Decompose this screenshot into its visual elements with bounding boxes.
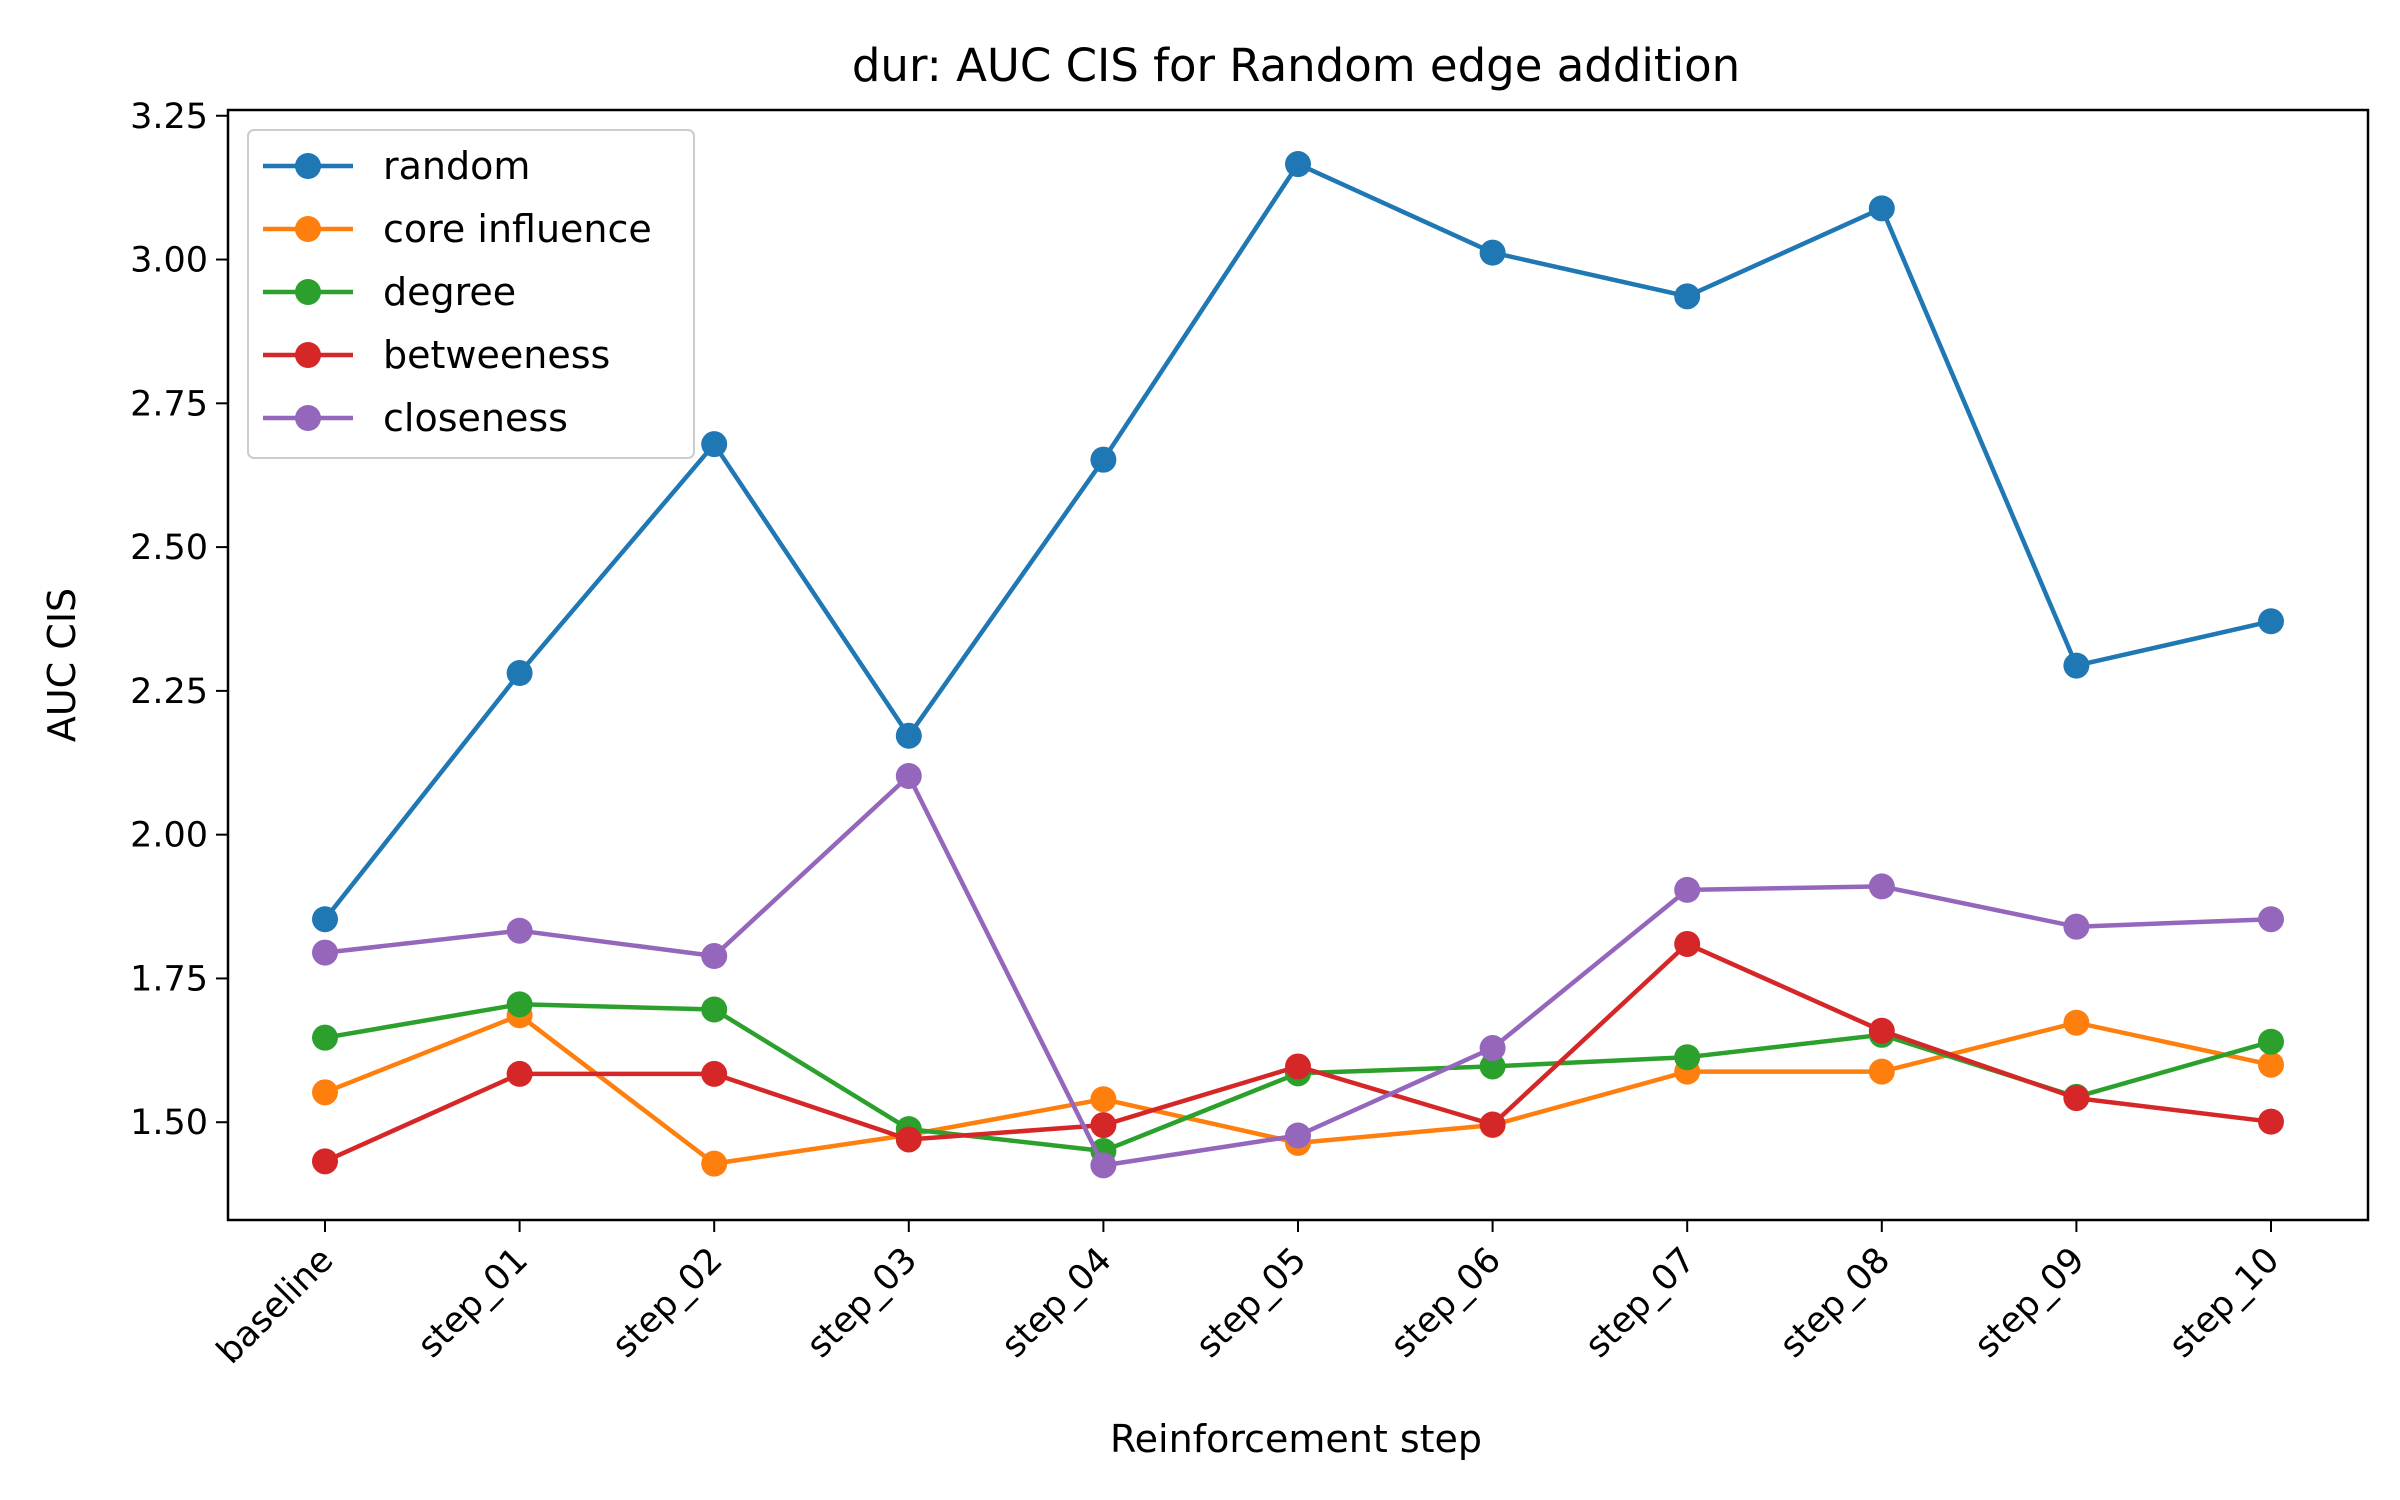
series-layer bbox=[312, 151, 2284, 1179]
y-tick-label: 3.00 bbox=[130, 241, 208, 281]
legend: random core influence degree betweeness clos… bbox=[247, 129, 695, 459]
legend-box bbox=[247, 129, 695, 459]
data-point bbox=[1285, 1122, 1311, 1149]
data-point bbox=[701, 431, 728, 458]
legend-label: closeness bbox=[383, 396, 568, 440]
legend-item: closeness bbox=[263, 396, 568, 440]
data-point bbox=[2258, 1108, 2284, 1135]
data-point bbox=[1090, 1152, 1117, 1179]
legend-marker bbox=[295, 153, 321, 179]
y-tick-label: 2.50 bbox=[130, 528, 208, 568]
data-point bbox=[701, 1060, 728, 1087]
y-tick-label: 2.00 bbox=[130, 816, 208, 856]
series-closeness bbox=[312, 763, 2284, 1179]
legend-item: betweeness bbox=[263, 333, 610, 377]
y-tick-label: 1.50 bbox=[130, 1103, 208, 1143]
data-point bbox=[701, 943, 728, 970]
data-point bbox=[312, 1148, 338, 1175]
legend-item: core influence bbox=[263, 207, 652, 251]
y-tick-label: 3.25 bbox=[130, 97, 208, 137]
data-point bbox=[1674, 930, 1701, 957]
data-point bbox=[2258, 608, 2284, 635]
data-point bbox=[1090, 1112, 1117, 1139]
y-axis-title: AUC CIS bbox=[40, 588, 84, 742]
data-point bbox=[2063, 652, 2090, 679]
data-point bbox=[2258, 1028, 2284, 1055]
data-point bbox=[701, 996, 728, 1023]
legend-label: betweeness bbox=[383, 333, 610, 377]
y-tick-label: 2.25 bbox=[130, 672, 208, 712]
data-point bbox=[1090, 446, 1117, 473]
series-random bbox=[312, 151, 2284, 933]
legend-label: degree bbox=[383, 270, 516, 314]
data-point bbox=[1674, 1044, 1701, 1071]
y-tick-label: 2.75 bbox=[130, 384, 208, 424]
legend-item: random bbox=[263, 144, 530, 188]
data-point bbox=[895, 1126, 922, 1153]
data-point bbox=[1479, 239, 1506, 266]
legend-label: core influence bbox=[383, 207, 652, 251]
data-point bbox=[506, 660, 533, 687]
data-point bbox=[1868, 873, 1895, 900]
data-point bbox=[2063, 1085, 2090, 1112]
data-point bbox=[1868, 1017, 1895, 1044]
data-point bbox=[2063, 1009, 2090, 1036]
data-point bbox=[506, 991, 533, 1018]
data-point bbox=[1479, 1111, 1506, 1138]
data-point bbox=[1090, 1086, 1117, 1113]
y-tick-label: 1.75 bbox=[130, 959, 208, 999]
data-point bbox=[1479, 1035, 1506, 1062]
data-point bbox=[2258, 906, 2284, 933]
series-betweeness bbox=[312, 930, 2284, 1175]
legend-marker bbox=[295, 342, 321, 368]
data-point bbox=[312, 1024, 338, 1051]
data-point bbox=[895, 763, 922, 789]
data-point bbox=[2063, 913, 2090, 940]
chart-title: dur: AUC CIS for Random edge addition bbox=[852, 39, 1740, 92]
data-point bbox=[1868, 1058, 1895, 1085]
data-point bbox=[2258, 1051, 2284, 1078]
data-point bbox=[1674, 283, 1701, 310]
data-point bbox=[1868, 195, 1895, 222]
data-point bbox=[1285, 1053, 1311, 1080]
x-axis-title: Reinforcement step bbox=[1110, 1417, 1482, 1461]
data-point bbox=[1479, 1053, 1506, 1080]
data-point bbox=[1285, 151, 1311, 178]
data-point bbox=[312, 906, 338, 933]
legend-marker bbox=[295, 405, 321, 431]
data-point bbox=[312, 939, 338, 966]
data-point bbox=[506, 917, 533, 944]
legend-marker bbox=[295, 216, 321, 242]
legend-label: random bbox=[383, 144, 530, 188]
data-point bbox=[701, 1150, 728, 1177]
legend-marker bbox=[295, 279, 321, 305]
legend-item: degree bbox=[263, 270, 516, 314]
data-point bbox=[506, 1060, 533, 1087]
data-point bbox=[312, 1079, 338, 1106]
data-point bbox=[895, 722, 922, 749]
data-point bbox=[1674, 876, 1701, 903]
